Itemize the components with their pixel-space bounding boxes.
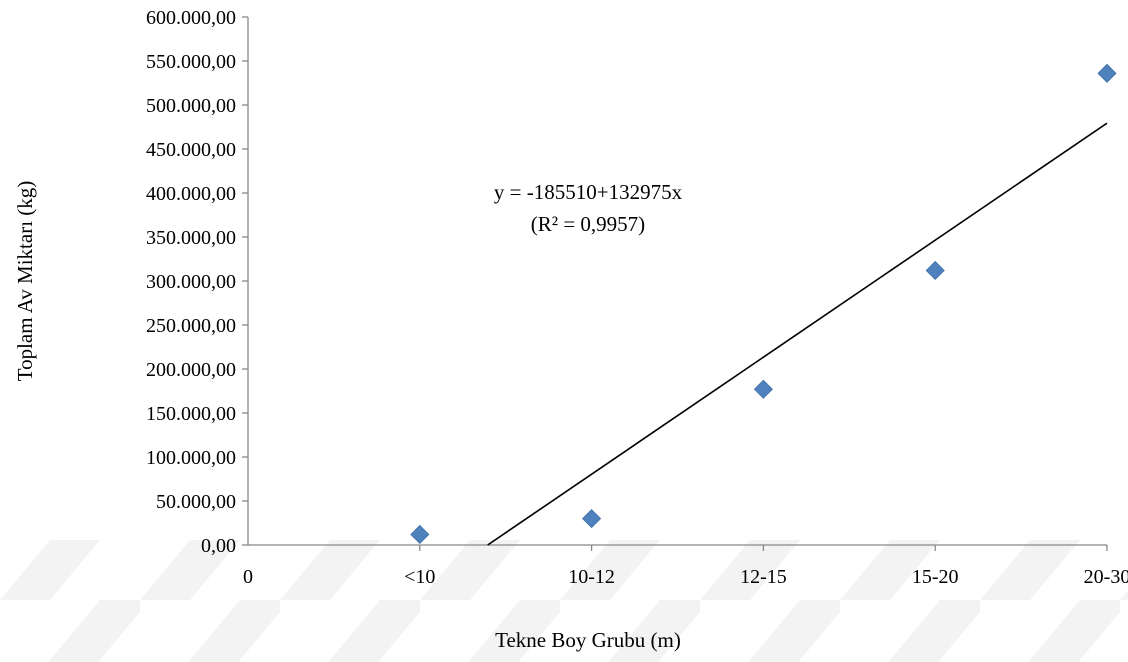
data-point-15-20 xyxy=(925,260,945,281)
y-axis-ticks: 0,00 50.000,00 100.000,00 150.000,00 200.000… xyxy=(146,7,248,557)
data-point-20-30 xyxy=(1097,63,1117,83)
data-point-10-12 xyxy=(582,509,602,529)
y-tick-label: 0,00 xyxy=(201,535,236,557)
trendline-group xyxy=(487,122,1108,546)
data-point-12-15 xyxy=(753,379,773,399)
y-tick-label: 100.000,00 xyxy=(146,447,236,469)
data-points xyxy=(410,63,1117,545)
y-tick-label: 450.000,00 xyxy=(146,139,236,161)
x-tick-label: 10-12 xyxy=(568,566,615,588)
y-tick-label: 200.000,00 xyxy=(146,359,236,381)
watermark-stripes xyxy=(0,540,1128,662)
y-tick-label: 500.000,00 xyxy=(146,95,236,117)
x-tick-label: 15-20 xyxy=(912,566,959,588)
data-point--10 xyxy=(410,524,430,545)
trendline xyxy=(487,122,1108,546)
x-tick-label: <10 xyxy=(404,566,435,588)
trendline-r-squared: (R² = 0,9957) xyxy=(531,212,645,236)
x-tick-label: 20-30 xyxy=(1084,566,1128,588)
trendline-equation: y = -185510+132975x xyxy=(494,180,683,204)
y-tick-label: 550.000,00 xyxy=(146,51,236,73)
x-axis-ticks: 0 <10 10-12 12-15 15-20 20-30 xyxy=(243,545,1128,588)
y-tick-label: 300.000,00 xyxy=(146,271,236,293)
y-tick-label: 350.000,00 xyxy=(146,227,236,249)
x-tick-label-origin: 0 xyxy=(243,566,253,588)
x-tick-label: 12-15 xyxy=(740,566,787,588)
y-axis-title: Toplam Av Miktarı (kg) xyxy=(13,181,37,382)
y-tick-label: 250.000,00 xyxy=(146,315,236,337)
y-tick-label: 600.000,00 xyxy=(146,7,236,29)
y-tick-label: 50.000,00 xyxy=(156,491,236,513)
x-axis-title: Tekne Boy Grubu (m) xyxy=(495,628,681,652)
y-tick-label: 150.000,00 xyxy=(146,403,236,425)
y-tick-label: 400.000,00 xyxy=(146,183,236,205)
